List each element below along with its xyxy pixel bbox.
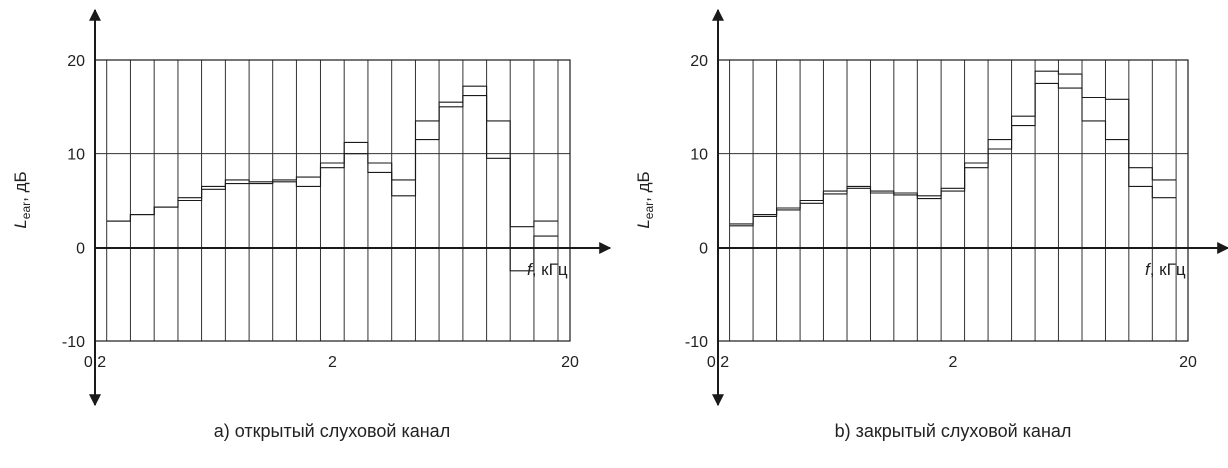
y-tick-label: -10 (685, 334, 708, 351)
x-tick-label: 20 (561, 354, 579, 371)
x-axis-unit: , кГц (532, 260, 568, 279)
y-axis-label: Lear, дБ (11, 171, 33, 228)
series-2-line (729, 82, 1177, 227)
y-tick-label: 0 (76, 240, 85, 257)
y-axis-var: L (634, 219, 653, 228)
y-tick-label: 20 (690, 53, 708, 70)
y-tick-label: 0 (699, 240, 708, 257)
x-axis-unit: , кГц (1150, 260, 1186, 279)
x-axis-var: f (1145, 260, 1152, 279)
series-group (729, 70, 1177, 227)
panel-caption: a) открытый слуховой канал (214, 421, 450, 441)
y-tick-label: -10 (62, 334, 85, 351)
y-axis-unit: , дБ (11, 171, 30, 202)
x-axis-label: f, кГц (527, 260, 568, 279)
x-axis-label: f, кГц (1145, 260, 1186, 279)
plot-frame (94, 59, 571, 342)
series-group (106, 85, 558, 272)
grid (718, 59, 1188, 341)
panel-caption: b) закрытый слуховой канал (835, 421, 1072, 441)
y-tick-label: 20 (67, 53, 85, 70)
panel-b: 20 10 0 -10 0,2 2 20 f, кГц Lear, дБ b) … (634, 8, 1228, 441)
plot-frame (717, 59, 1189, 342)
y-tick-label: 10 (67, 147, 85, 164)
y-axis-label: Lear, дБ (634, 171, 656, 228)
y-tick-label: 10 (690, 147, 708, 164)
y-axis-unit: , дБ (634, 171, 653, 202)
x-tick-label: 0,2 (707, 354, 729, 371)
x-tick-label: 2 (949, 354, 958, 371)
y-axis-sub: ear (19, 202, 33, 219)
series-1-line (729, 70, 1177, 225)
y-axis-sub: ear (642, 202, 656, 219)
panel-a: 20 10 0 -10 0,2 2 20 f, кГц Lear, дБ a) … (11, 8, 612, 441)
grid (95, 59, 570, 341)
y-axis-var: L (11, 219, 30, 228)
x-tick-label: 0,2 (84, 354, 106, 371)
series-2-line (106, 95, 558, 272)
series-1-line (106, 85, 558, 228)
x-axis-var: f (527, 260, 534, 279)
x-tick-label: 2 (328, 354, 337, 371)
x-tick-label: 20 (1179, 354, 1197, 371)
